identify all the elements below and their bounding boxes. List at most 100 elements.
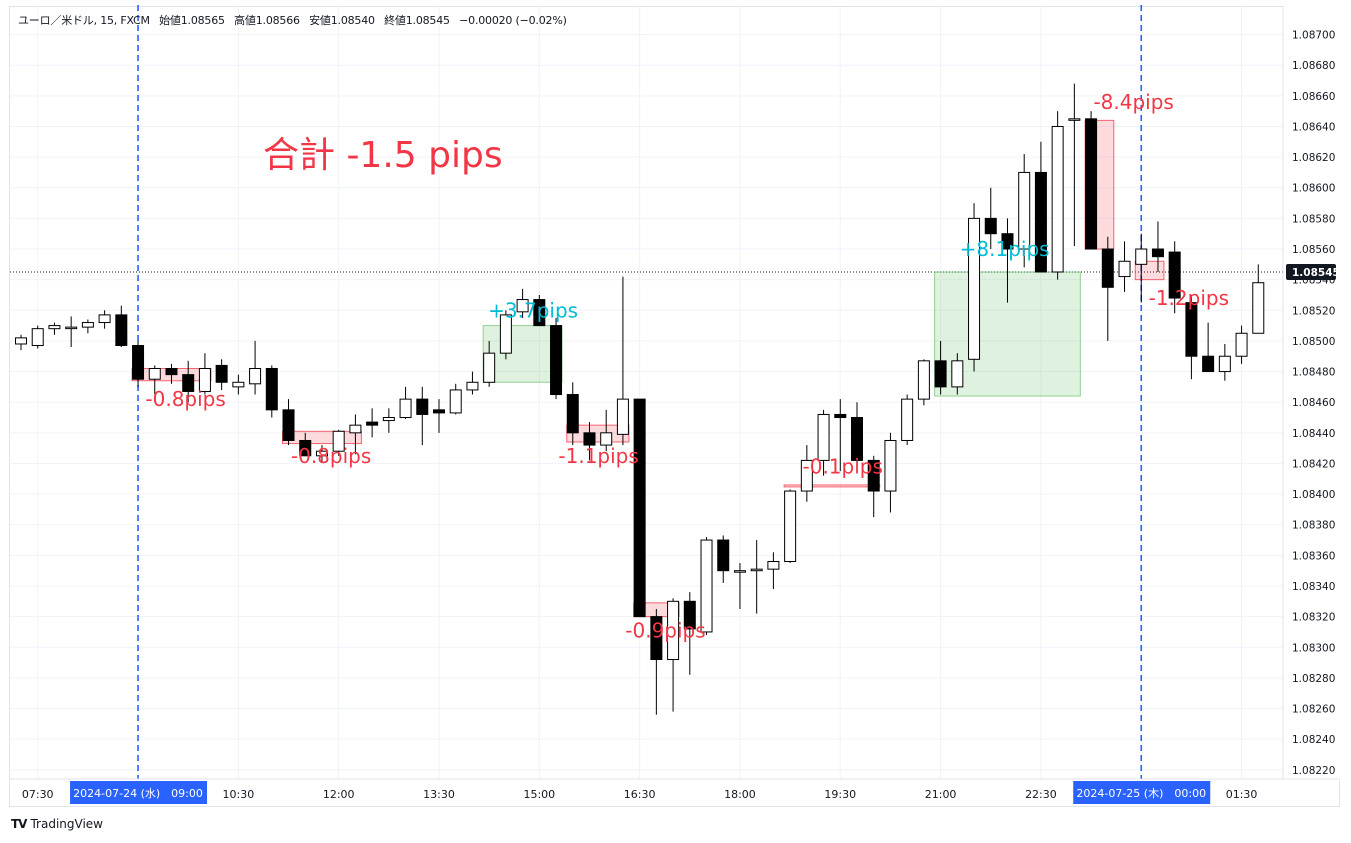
candle-body-up [249,367,262,385]
candle-body-up [499,314,512,354]
time-tick-label: 10:30 [223,788,255,801]
candle-body-down [984,217,997,235]
candle-body-down [132,345,145,380]
brand-name: TradingView [30,817,103,831]
time-tick-label: 15:00 [523,788,555,801]
candle [884,432,897,513]
candle-body-down [533,299,546,327]
candle-body-up [667,600,680,661]
candle-body-up [349,424,362,434]
candle [951,353,964,395]
candle [198,353,211,395]
price-tick-label: 1.08360 [1292,550,1335,562]
candle-body-down [851,417,863,461]
price-tick-label: 1.08220 [1292,765,1335,777]
candle [767,552,780,590]
price-tick-label: 1.08560 [1292,244,1335,256]
price-tick-label: 1.08300 [1292,642,1335,654]
trade-pips-label: -0.1pips [803,455,883,479]
candle [851,402,863,467]
candle-body-down [583,432,596,446]
candle-body-up [917,360,930,400]
candle [717,535,730,583]
price-tick-label: 1.08340 [1292,581,1335,593]
candle-body-up [232,381,245,388]
candle [533,294,546,327]
session-date-label: 2024-07-25 (木) 00:00 [1076,787,1206,800]
candle [1001,218,1014,303]
candle [249,340,262,395]
candle-body-up [399,398,412,419]
candle [332,429,345,456]
candle-body-down [834,413,847,419]
price-tick-label: 1.08460 [1292,397,1335,409]
time-tick-label: 19:30 [824,788,856,801]
candle [700,536,713,636]
candle [48,322,61,335]
candle [901,394,914,446]
candle-body-down [1151,248,1164,258]
candle [81,319,94,334]
candle-body-up [315,450,328,457]
price-tick-label: 1.08280 [1292,673,1335,685]
price-tick-label: 1.08320 [1292,612,1335,624]
candle-body-down [1085,118,1098,250]
candle [800,445,813,502]
candle-body-down [1185,302,1198,357]
candle [148,365,161,395]
candle [1252,264,1265,334]
candle [750,540,763,614]
trade-zone-loss [783,484,881,488]
symbol-name[interactable]: ユーロ／米ドル, 15, FXCM [18,14,150,27]
candle-body-up [48,325,61,330]
price-tick-label: 1.08520 [1292,305,1335,317]
candle [299,432,312,457]
candle [550,317,563,400]
candle-body-up [1252,282,1265,334]
candle [215,359,228,390]
candle [917,359,930,406]
price-tick-label: 1.08480 [1292,367,1335,379]
candle-body-up [901,398,914,441]
last-price-label: 1.08545 [1292,267,1340,279]
candle [98,310,111,329]
candle-body-down [433,409,445,414]
candle [968,203,981,372]
price-tick-label: 1.08640 [1292,121,1335,133]
candle [667,598,680,712]
trade-pips-label: +8.1pips [960,237,1050,261]
candle [449,383,462,415]
trade-pips-label: -0.8pips [291,444,371,468]
candle-body-down [282,409,295,441]
time-tick-label: 16:30 [624,788,656,801]
candle-body-down [165,367,178,376]
candle [1034,141,1047,273]
candle [616,276,629,446]
high-value: 高値1.08566 [234,14,300,27]
price-tick-label: 1.08240 [1292,734,1335,746]
candle [232,374,245,395]
candle-body-down [1034,171,1047,273]
total-pips-label: 合計 -1.5 pips [263,135,503,176]
time-tick-label: 18:00 [724,788,756,801]
candle [683,592,696,675]
candle [399,386,412,420]
close-value: 終値1.08545 [384,14,450,27]
candle-body-up [332,430,345,452]
candle [784,489,797,564]
open-value: 始値1.08565 [159,14,225,27]
low-value: 安値1.08540 [309,14,375,27]
candle-body-down [1001,233,1014,250]
candle [650,608,663,715]
candle [1135,233,1148,303]
candle-body-up [600,432,613,446]
candle [1218,343,1231,381]
candle [15,334,27,351]
candle-body-up [483,352,496,383]
brand[interactable]: TV TradingView [11,817,103,831]
candle-body-down [566,394,579,434]
trade-zone-loss [1134,260,1165,281]
candle [633,398,646,618]
candle [1151,221,1164,272]
